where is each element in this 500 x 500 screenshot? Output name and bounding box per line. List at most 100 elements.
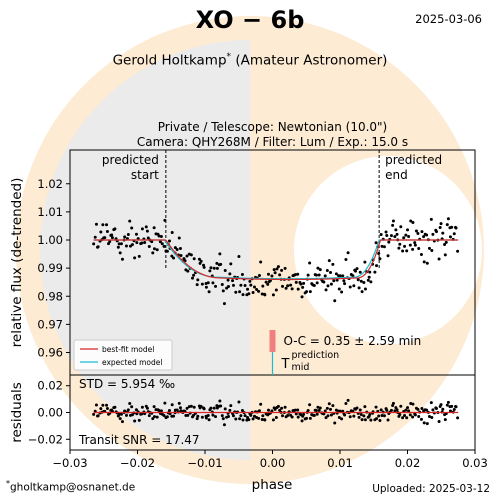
- data-point: [126, 233, 130, 237]
- data-point: [143, 240, 147, 244]
- data-point: [296, 272, 300, 276]
- data-point: [290, 287, 294, 291]
- data-point: [270, 274, 274, 278]
- residual-point: [389, 408, 393, 412]
- data-point: [110, 233, 114, 237]
- data-point: [94, 222, 98, 226]
- residual-point: [105, 403, 109, 407]
- residual-point: [105, 406, 109, 410]
- data-point: [144, 225, 148, 229]
- data-point: [239, 283, 243, 287]
- data-point: [234, 290, 238, 294]
- data-point: [240, 273, 244, 277]
- xtick-label: 0.02: [395, 456, 421, 470]
- residual-point: [185, 406, 189, 410]
- residual-point: [261, 414, 265, 418]
- data-point: [354, 269, 358, 273]
- residual-point: [192, 413, 196, 417]
- data-point: [206, 281, 210, 285]
- transit-snr-text: Transit SNR = 17.47: [78, 433, 200, 447]
- residual-point: [331, 404, 335, 408]
- residual-point: [247, 418, 251, 422]
- residual-point: [399, 404, 403, 408]
- data-point: [135, 241, 139, 245]
- data-point: [123, 235, 127, 239]
- data-point: [221, 289, 225, 293]
- data-point: [358, 270, 362, 274]
- residual-point: [323, 409, 327, 413]
- data-point: [204, 285, 208, 289]
- data-point: [276, 265, 280, 269]
- legend-best-fit-label: best-fit model: [102, 345, 154, 354]
- tmid-superscript: prediction: [292, 350, 340, 361]
- residual-point: [101, 403, 105, 407]
- residual-point: [240, 408, 244, 412]
- residual-point: [363, 405, 367, 409]
- residual-point: [378, 418, 382, 422]
- data-point: [192, 273, 196, 277]
- data-point: [439, 222, 443, 226]
- data-point: [200, 282, 204, 286]
- residual-point: [344, 401, 348, 405]
- page-title: XO − 6b: [195, 6, 305, 34]
- residual-point: [443, 418, 447, 422]
- data-point: [446, 217, 450, 221]
- residual-point: [274, 416, 278, 420]
- data-point: [335, 278, 339, 282]
- data-point: [280, 268, 284, 272]
- residual-point: [113, 405, 117, 409]
- data-point: [316, 266, 320, 270]
- data-point: [395, 232, 399, 236]
- residual-point: [294, 412, 298, 416]
- xtick-label: −0.02: [120, 456, 155, 470]
- residual-point: [343, 413, 347, 417]
- residual-point: [204, 416, 208, 420]
- data-point: [362, 281, 366, 285]
- data-point: [119, 242, 123, 246]
- residual-point: [99, 407, 103, 411]
- data-point: [437, 257, 441, 261]
- data-point: [454, 226, 458, 230]
- residual-point: [326, 414, 330, 418]
- residual-point: [280, 406, 284, 410]
- residual-point: [306, 408, 310, 412]
- data-point: [434, 230, 438, 234]
- data-point: [223, 268, 227, 272]
- data-point: [211, 281, 215, 285]
- residual-point: [237, 400, 241, 404]
- data-point: [167, 239, 171, 243]
- oc-text: O-C = 0.35 ± 2.59 min: [284, 334, 422, 348]
- observer-line: Gerold Holtkamp* (Amateur Astronomer): [0, 52, 500, 69]
- data-point: [409, 219, 413, 223]
- data-point: [342, 279, 346, 283]
- data-point: [186, 269, 190, 273]
- data-point: [248, 279, 252, 283]
- data-point: [278, 273, 282, 277]
- residual-point: [348, 415, 352, 419]
- data-point: [391, 223, 395, 227]
- residual-point: [120, 420, 124, 424]
- data-point: [427, 246, 431, 250]
- data-point: [257, 274, 261, 278]
- residual-point: [215, 404, 219, 408]
- residual-point: [300, 419, 304, 423]
- data-point: [130, 226, 134, 230]
- data-point: [152, 247, 156, 251]
- residual-point: [96, 414, 100, 418]
- data-point: [402, 236, 406, 240]
- data-point: [296, 287, 300, 291]
- data-point: [263, 293, 267, 297]
- residual-point: [446, 400, 450, 404]
- data-point: [380, 244, 384, 248]
- legend-expected-label: expected model: [102, 358, 162, 367]
- residual-point: [346, 398, 350, 402]
- data-point: [385, 233, 389, 237]
- data-point: [403, 244, 407, 248]
- residual-point: [340, 417, 344, 421]
- residual-point: [379, 408, 383, 412]
- data-point: [140, 241, 144, 245]
- residual-point: [192, 405, 196, 409]
- residual-point: [159, 409, 163, 413]
- residual-point: [195, 417, 199, 421]
- xtick-label: −0.03: [52, 456, 87, 470]
